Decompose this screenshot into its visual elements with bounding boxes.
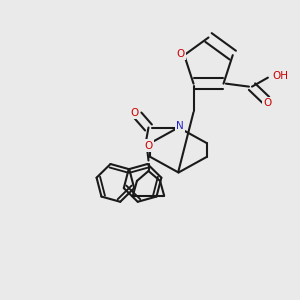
- Text: O: O: [263, 98, 272, 108]
- Text: O: O: [130, 108, 139, 118]
- Text: N: N: [176, 121, 184, 131]
- Text: O: O: [144, 140, 153, 151]
- Text: OH: OH: [272, 71, 288, 81]
- Text: O: O: [176, 49, 185, 58]
